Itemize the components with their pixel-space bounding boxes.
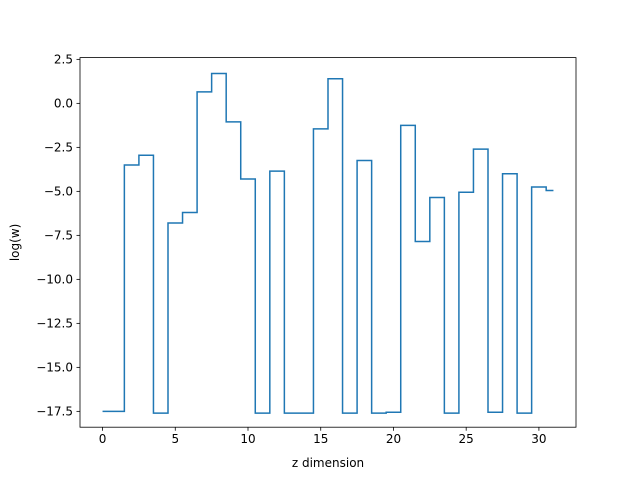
y-tick-label: −10.0 (36, 273, 73, 287)
y-tick-label: 2.5 (54, 53, 73, 67)
y-axis-ticks: 2.5 0.0 −2.5 −5.0 −7.5 −10.0 −12.5 −15.0 −17.5 (36, 53, 80, 419)
y-tick-label: −12.5 (36, 317, 73, 331)
plot-area (102, 72, 554, 414)
x-tick-label: 5 (171, 432, 179, 446)
x-tick-label: 0 (99, 432, 107, 446)
y-tick-label: −5.0 (44, 185, 73, 199)
x-tick-label: 25 (459, 432, 474, 446)
x-tick-label: 20 (386, 432, 401, 446)
x-tick-label: 30 (531, 432, 546, 446)
y-tick-label: −7.5 (44, 229, 73, 243)
y-tick-label: −2.5 (44, 141, 73, 155)
x-tick-label: 15 (313, 432, 328, 446)
y-tick-label: 0.0 (54, 97, 73, 111)
y-tick-label: −17.5 (36, 405, 73, 419)
series-line (102, 72, 554, 414)
y-tick-label: −15.0 (36, 361, 73, 375)
x-tick-label: 10 (240, 432, 255, 446)
y-axis-label: log(w) (8, 224, 22, 261)
axes-frame (79, 57, 577, 428)
x-axis-ticks: 0 5 10 15 20 25 30 (99, 427, 547, 446)
x-axis-label: z dimension (292, 456, 364, 470)
